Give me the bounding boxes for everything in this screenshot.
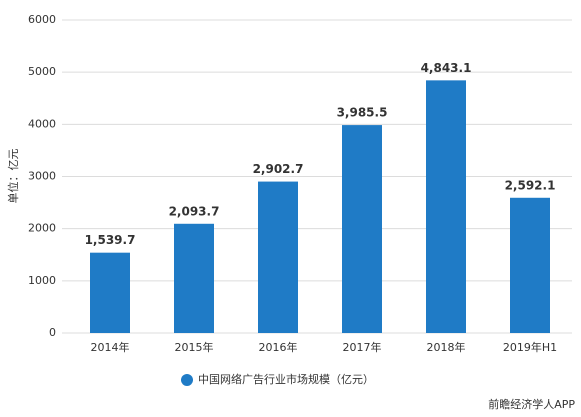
value-label: 1,539.7 [85, 233, 136, 247]
x-tick-label: 2017年 [343, 340, 382, 354]
bar [90, 252, 130, 333]
bar [174, 223, 214, 333]
x-tick-label: 2018年 [427, 340, 466, 354]
legend-swatch [181, 374, 193, 386]
bar [342, 125, 382, 333]
y-tick-label: 5000 [28, 65, 56, 78]
value-label: 2,902.7 [253, 162, 304, 176]
y-tick-label: 2000 [28, 222, 56, 235]
bar [510, 197, 550, 333]
x-tick-label: 2016年 [259, 340, 298, 354]
y-tick-label: 6000 [28, 13, 56, 26]
x-tick-label: 2014年 [91, 340, 130, 354]
bar [258, 181, 298, 333]
legend-label: 中国网络广告行业市场规模（亿元） [198, 372, 374, 386]
value-label: 3,985.5 [337, 106, 388, 120]
value-label: 2,592.1 [505, 178, 556, 192]
x-tick-label: 2015年 [175, 340, 214, 354]
value-label: 4,843.1 [421, 61, 472, 75]
y-tick-label: 0 [49, 326, 56, 339]
y-tick-label: 4000 [28, 117, 56, 130]
y-axis-label: 单位：亿元 [6, 149, 20, 204]
bar [426, 80, 466, 333]
x-tick-label: 2019年H1 [503, 340, 557, 354]
y-tick-label: 1000 [28, 274, 56, 287]
value-label: 2,093.7 [169, 204, 220, 218]
y-tick-label: 3000 [28, 170, 56, 183]
source: 前瞻经济学人APP [488, 397, 575, 411]
